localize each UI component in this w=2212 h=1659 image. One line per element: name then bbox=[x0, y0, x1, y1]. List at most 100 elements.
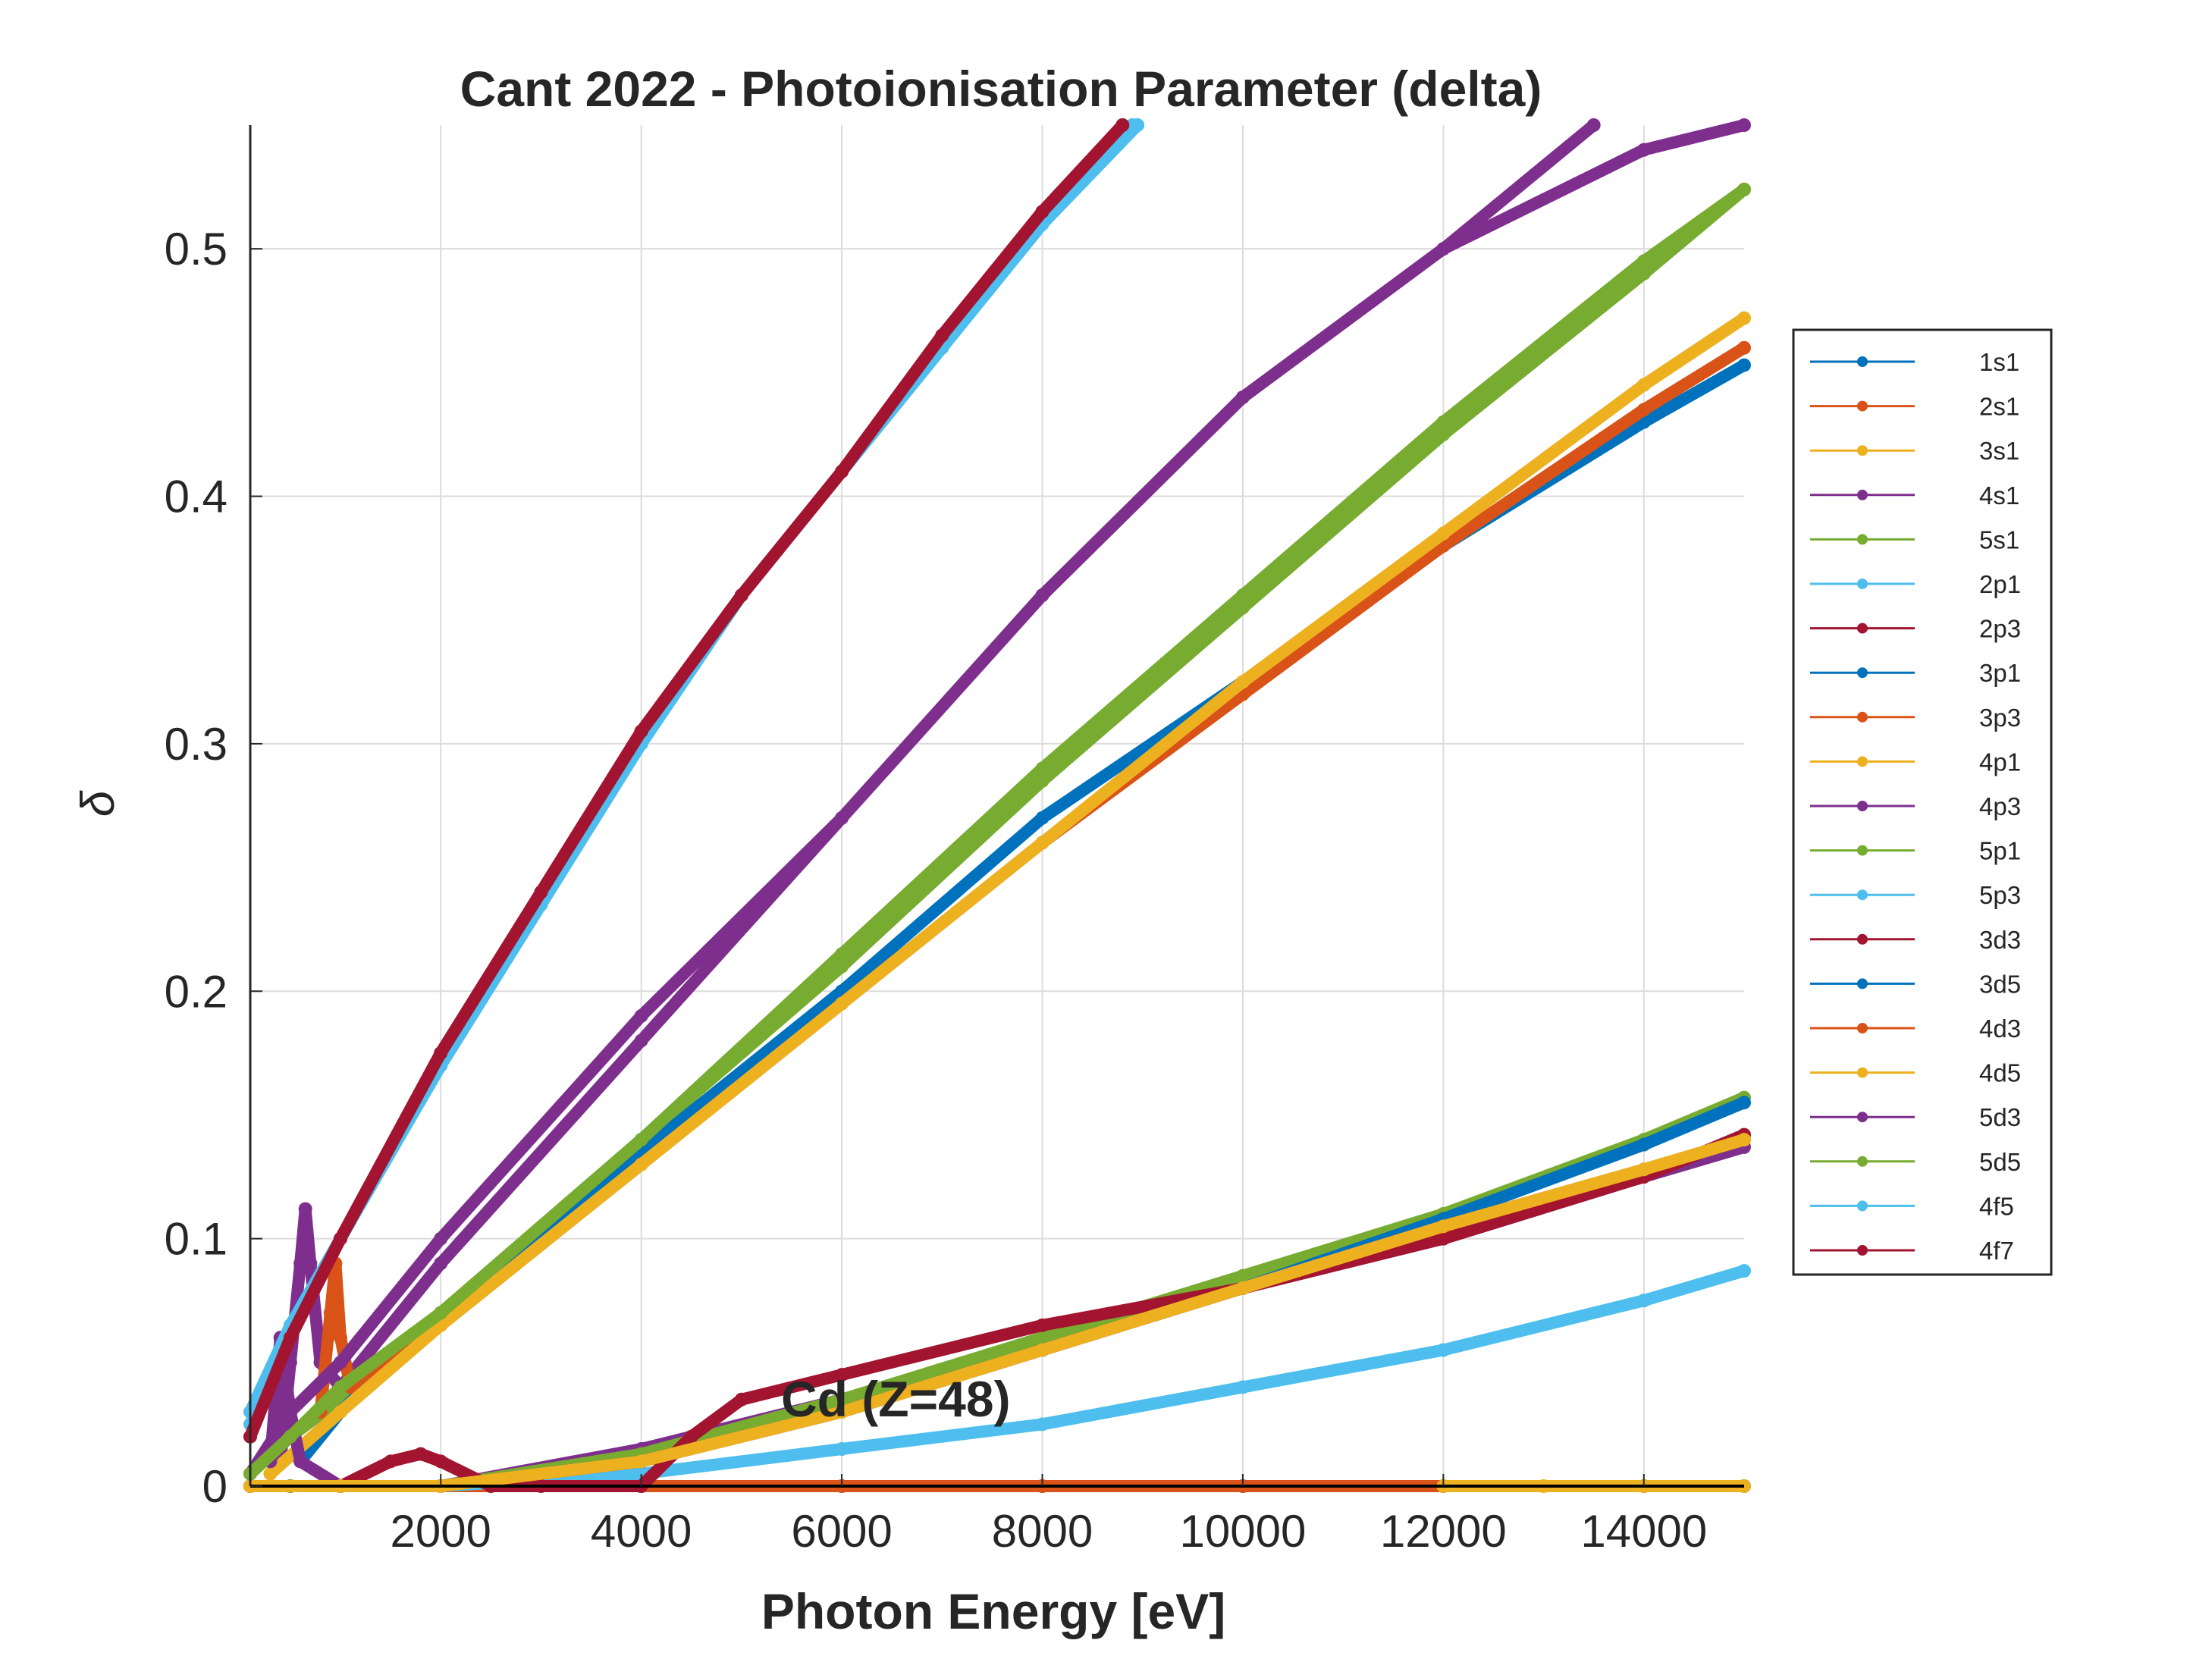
data-point-4f7 bbox=[434, 1046, 448, 1060]
y-axis-label: δ bbox=[72, 790, 124, 817]
legend-swatch-marker bbox=[1857, 534, 1868, 545]
legend-swatch-marker bbox=[1857, 1112, 1868, 1123]
data-point-4d5 bbox=[1636, 1162, 1651, 1177]
data-point-4p1 bbox=[1737, 311, 1751, 325]
legend-entry-label: 5p3 bbox=[1979, 881, 2021, 909]
legend-entry-label: 5d3 bbox=[1979, 1103, 2021, 1131]
legend-entry-label: 4p3 bbox=[1979, 792, 2021, 820]
data-point-5d5 bbox=[283, 1429, 297, 1444]
chart-title: Cant 2022 - Photoionisation Parameter (d… bbox=[460, 61, 1542, 117]
legend-swatch-marker bbox=[1857, 445, 1868, 456]
x-tick-label: 8000 bbox=[992, 1506, 1093, 1557]
legend-entry-label: 4d3 bbox=[1979, 1015, 2021, 1043]
data-point-3d3 bbox=[1436, 1231, 1451, 1246]
legend-entry-label: 1s1 bbox=[1979, 348, 2019, 376]
data-point-4d5 bbox=[1737, 1133, 1751, 1147]
data-point-3d3 bbox=[413, 1447, 428, 1461]
data-point-3p1 bbox=[1035, 811, 1050, 825]
series-layer bbox=[243, 118, 1751, 1493]
legend-entry-label: 4f7 bbox=[1979, 1237, 2014, 1265]
data-point-5d5 bbox=[434, 1306, 448, 1320]
legend-entry-label: 3p1 bbox=[1979, 659, 2021, 687]
legend-swatch-marker bbox=[1857, 356, 1868, 367]
data-point-4p3 bbox=[293, 1454, 308, 1469]
data-point-3d3 bbox=[1035, 1318, 1050, 1332]
data-point-4p1 bbox=[634, 1157, 648, 1171]
data-point-4f7 bbox=[1115, 118, 1130, 132]
data-point-4p1 bbox=[835, 996, 849, 1011]
data-point-4p1 bbox=[333, 1405, 347, 1419]
data-point-5p3 bbox=[835, 1442, 849, 1457]
data-point-3p3 bbox=[1636, 403, 1651, 417]
data-point-5p3 bbox=[1235, 1380, 1250, 1394]
legend-swatch-marker bbox=[1857, 756, 1868, 767]
y-tick-label: 0.3 bbox=[165, 719, 227, 770]
data-point-3p3 bbox=[323, 1306, 337, 1320]
data-point-4f7 bbox=[835, 464, 849, 478]
data-point-5d3 bbox=[333, 1355, 347, 1369]
data-point-3d3 bbox=[434, 1454, 448, 1469]
legend-swatch-marker bbox=[1857, 889, 1868, 901]
x-axis-label: Photon Energy [eV] bbox=[761, 1583, 1225, 1639]
data-point-3d5 bbox=[1737, 1096, 1751, 1110]
legend-entry-label: 3s1 bbox=[1979, 437, 2019, 465]
data-point-4d5 bbox=[634, 1454, 648, 1469]
x-tick-label: 6000 bbox=[791, 1506, 892, 1557]
data-point-5d3 bbox=[283, 1405, 297, 1419]
legend-swatch-marker bbox=[1857, 933, 1868, 945]
data-point-4f7 bbox=[734, 588, 748, 603]
data-point-5p3 bbox=[1436, 1343, 1451, 1357]
legend-entry-label: 4s1 bbox=[1979, 481, 2019, 510]
data-point-4p1 bbox=[1235, 675, 1250, 689]
legend-swatch-marker bbox=[1857, 489, 1868, 500]
element-annotation: Cd (Z=48) bbox=[781, 1371, 1011, 1427]
data-point-5p1 bbox=[1035, 1331, 1050, 1345]
data-point-4p1 bbox=[1436, 526, 1451, 541]
legend-entry-label: 5d5 bbox=[1979, 1148, 2021, 1176]
data-point-3p3 bbox=[333, 1331, 347, 1345]
legend: 1s1 2s1 3s1 4s1 5s1 2p1 2p3 3p1 3p3 4p1 4p3 5p1 5p3 3… bbox=[1792, 328, 2053, 1276]
data-point-5p3 bbox=[1636, 1294, 1651, 1308]
legend-swatch-marker bbox=[1857, 1067, 1868, 1078]
data-point-3d3 bbox=[734, 1392, 748, 1407]
data-point-5d5 bbox=[1737, 182, 1751, 196]
data-point-4d5 bbox=[1436, 1219, 1451, 1234]
y-tick-label: 0.4 bbox=[165, 472, 227, 522]
data-point-4f7 bbox=[534, 885, 548, 899]
data-point-4s1 bbox=[1586, 118, 1601, 132]
data-point-4p1 bbox=[1035, 836, 1050, 850]
data-point-3d3 bbox=[684, 1429, 698, 1444]
x-tick-label: 4000 bbox=[591, 1506, 692, 1557]
data-point-5p1 bbox=[1235, 1269, 1250, 1283]
data-point-4d5 bbox=[1235, 1281, 1250, 1295]
data-point-4p1 bbox=[1636, 378, 1651, 392]
data-point-4d5 bbox=[1035, 1343, 1050, 1357]
data-point-5d5 bbox=[333, 1380, 347, 1394]
y-tick-label: 0 bbox=[202, 1461, 227, 1512]
data-point-5d3 bbox=[1035, 588, 1050, 603]
data-point-3p3 bbox=[1737, 340, 1751, 355]
legend-entry-label: 5s1 bbox=[1979, 525, 2019, 554]
data-point-5p3 bbox=[1035, 1417, 1050, 1432]
legend-swatch-marker bbox=[1857, 1245, 1868, 1256]
axes bbox=[249, 125, 1744, 1488]
legend-entry-label: 2p1 bbox=[1979, 570, 2021, 598]
legend-swatch-marker bbox=[1857, 711, 1868, 723]
data-point-4s1 bbox=[434, 1256, 448, 1271]
data-point-4d5 bbox=[835, 1405, 849, 1419]
legend-swatch-marker bbox=[1857, 978, 1868, 989]
data-point-3d3 bbox=[835, 1368, 849, 1382]
data-point-3d3 bbox=[384, 1454, 398, 1469]
data-point-5d3 bbox=[1235, 390, 1250, 404]
legend-entry-label: 4f5 bbox=[1979, 1192, 2014, 1220]
x-tick-label: 12000 bbox=[1380, 1506, 1507, 1557]
x-tick-label: 2000 bbox=[390, 1506, 491, 1557]
data-point-4f7 bbox=[634, 724, 648, 739]
y-tick-label: 0.1 bbox=[165, 1214, 227, 1265]
legend-entry-label: 3d5 bbox=[1979, 970, 2021, 998]
data-point-4p1 bbox=[263, 1466, 278, 1481]
y-tick-label: 0.5 bbox=[165, 224, 227, 274]
legend-swatch-marker bbox=[1857, 801, 1868, 811]
data-point-5d3 bbox=[434, 1231, 448, 1246]
data-point-3d5 bbox=[1636, 1137, 1651, 1152]
